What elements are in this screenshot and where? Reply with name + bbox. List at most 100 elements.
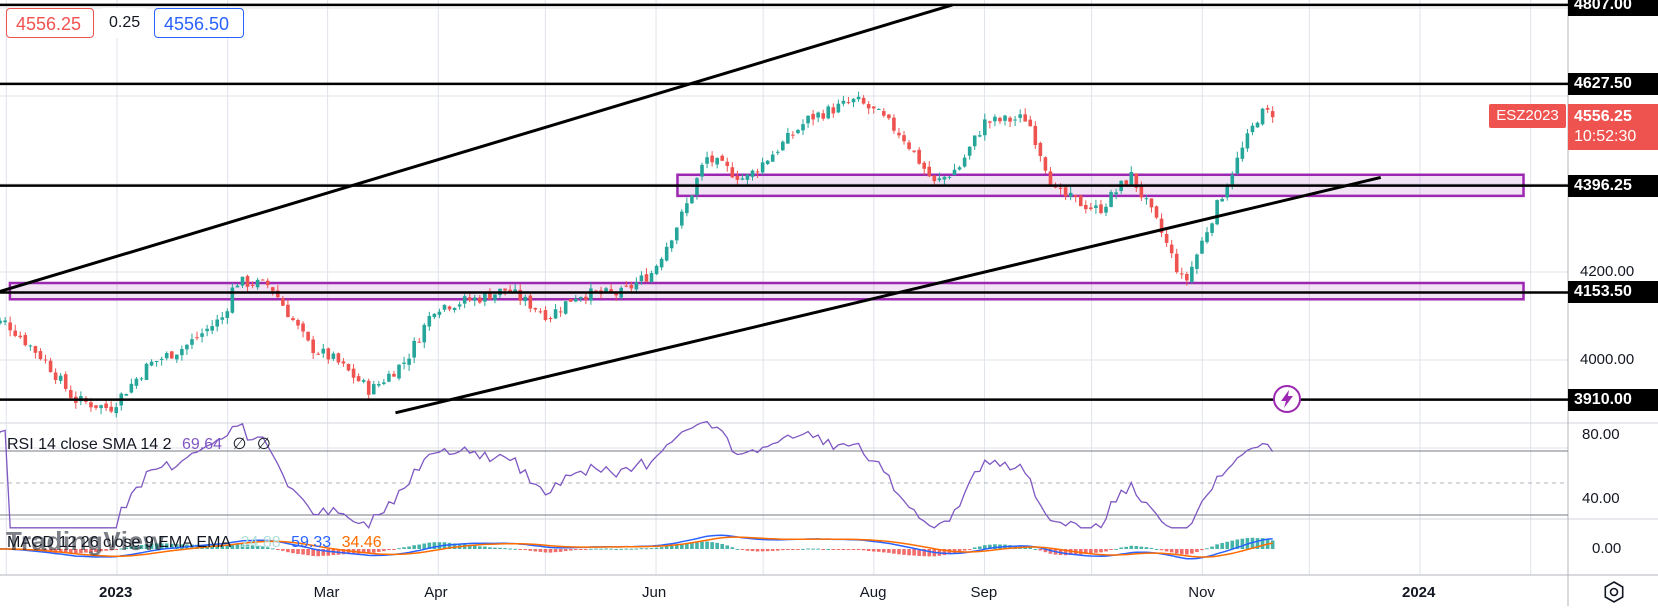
candle-body [488,292,492,300]
macd-histogram-bar [725,545,730,549]
candle-body [1174,253,1179,273]
candle-body [528,295,533,309]
price-level-label[interactable]: 4396.25 [1568,174,1658,197]
candle-body [255,279,260,288]
macd-histogram-bar [972,547,977,549]
macd-histogram-bar [255,545,260,549]
candle-body [952,169,957,176]
macd-histogram-bar [892,549,896,554]
candle-body [28,345,33,347]
candle-body [483,292,487,302]
macd-histogram-bar [1164,549,1169,552]
candle-body [361,380,366,382]
macd-histogram-bar [523,549,528,550]
macd-histogram-bar [89,549,93,553]
macd-histogram-bar [1063,549,1068,556]
candle-body [902,135,906,142]
macd-histogram-bar [1084,549,1088,555]
candle-body [260,279,265,281]
candle-body [907,142,911,149]
candle-body [654,265,659,275]
candle-body [725,161,730,166]
macd-histogram-bar [1028,547,1033,549]
candle-body [1154,206,1159,218]
candle-body [614,292,618,296]
candle-body [548,317,553,319]
candle-body [1270,111,1275,118]
macd-histogram-bar [856,549,861,550]
candle-body [407,358,411,365]
trend-channel-line [0,3,953,294]
macd-histogram-bar [1260,538,1265,549]
candle-body [523,296,528,302]
candle-body [190,339,194,345]
candle-body [669,240,674,249]
price-level-label[interactable]: 4153.50 [1568,281,1658,304]
rsi-legend[interactable]: RSI 14 close SMA 14 2 69.64 ∅ ∅ [7,434,271,454]
macd-histogram-bar [321,549,326,556]
macd-histogram-bar [392,549,396,550]
candle-body [922,162,927,169]
candle-body [1240,147,1245,159]
macd-axis-tick: 0.00 [1592,540,1622,557]
macd-histogram-bar [983,545,987,549]
candle-body [604,288,608,293]
candle-body [841,100,846,104]
candle-body [1089,207,1093,210]
macd-histogram-bar [84,549,88,553]
price-level-label[interactable]: 3910.00 [1568,388,1658,411]
last-price-tag[interactable]: 4556.25 10:52:30 [1568,104,1658,150]
macd-histogram-bar [882,549,886,553]
symbol-tag[interactable]: ESZ2023 [1489,104,1566,128]
candle-body [104,403,108,409]
bid-price[interactable]: 4556.25 [6,8,94,38]
price-level-label[interactable]: 4627.50 [1568,72,1658,95]
macd-histogram-bar [503,548,507,550]
macd-histogram-bar [306,549,310,556]
candle-body [594,290,598,292]
macd-histogram-bar [432,542,437,549]
candle-body [1048,171,1053,185]
lightning-icon[interactable] [1272,384,1302,414]
candle-body [281,298,285,306]
candle-body [301,323,305,332]
candle-body [1058,187,1063,189]
candle-body [356,376,361,382]
candle-body [129,383,134,393]
macd-histogram-bar [826,548,831,550]
macd-histogram-bar [518,549,523,550]
macd-histogram-bar [528,549,533,551]
macd-histogram-bar [730,547,735,549]
candle-body [462,296,467,304]
bar-countdown: 10:52:30 [1574,128,1637,145]
macd-legend[interactable]: MACD 12 26 close 9 EMA EMA 24.88 59.33 3… [7,534,382,552]
macd-histogram-bar [478,546,482,549]
macd-histogram-bar [614,548,618,550]
macd-histogram-bar [988,544,992,549]
candle-body [674,227,679,241]
candle-body [1124,180,1129,185]
settings-icon[interactable] [1603,581,1625,603]
macd-histogram-bar [674,545,679,549]
candle-body [1255,122,1260,128]
candle-body [89,402,93,408]
macd-histogram-bar [720,543,725,549]
candle-body [493,294,497,301]
candle-body [700,164,704,177]
candle-body [589,288,593,301]
candle-body [1018,114,1022,118]
macd-histogram-bar [366,549,371,554]
macd-histogram-bar [1190,549,1194,554]
macd-histogram-bar [553,549,558,553]
candle-body [442,304,447,310]
candle-body [1260,108,1265,125]
price-level-label[interactable]: 4807.00 [1568,0,1658,16]
macd-histogram-bar [422,543,427,549]
candle-body [1185,274,1189,281]
candle-body [1169,244,1174,254]
candle-body [584,296,588,300]
time-axis-tick: 2023 [99,584,133,601]
ask-price[interactable]: 4556.50 [154,8,244,38]
candle-body [1104,206,1108,213]
